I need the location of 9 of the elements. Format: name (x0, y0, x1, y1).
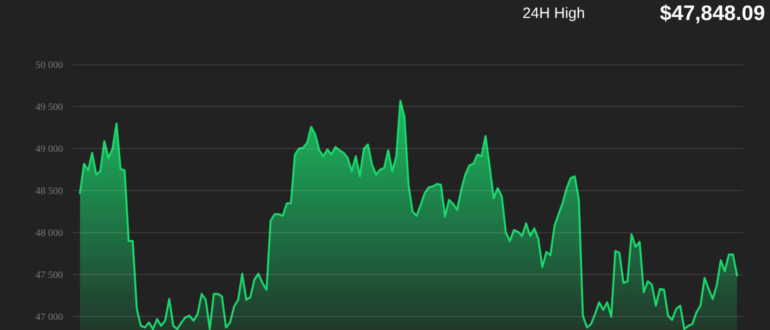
y-tick-label: 49 500 (36, 102, 63, 114)
y-tick-label: 48 500 (36, 186, 63, 198)
y-tick-label: 48 000 (36, 228, 63, 240)
y-tick-label: 47 000 (36, 312, 63, 324)
text: $47,848.09 (660, 2, 765, 25)
y-tick-label: 49 000 (36, 144, 63, 156)
y-tick-label: 47 500 (36, 270, 63, 282)
text: 24H High (522, 5, 585, 22)
y-tick-label: 50 000 (36, 60, 63, 72)
